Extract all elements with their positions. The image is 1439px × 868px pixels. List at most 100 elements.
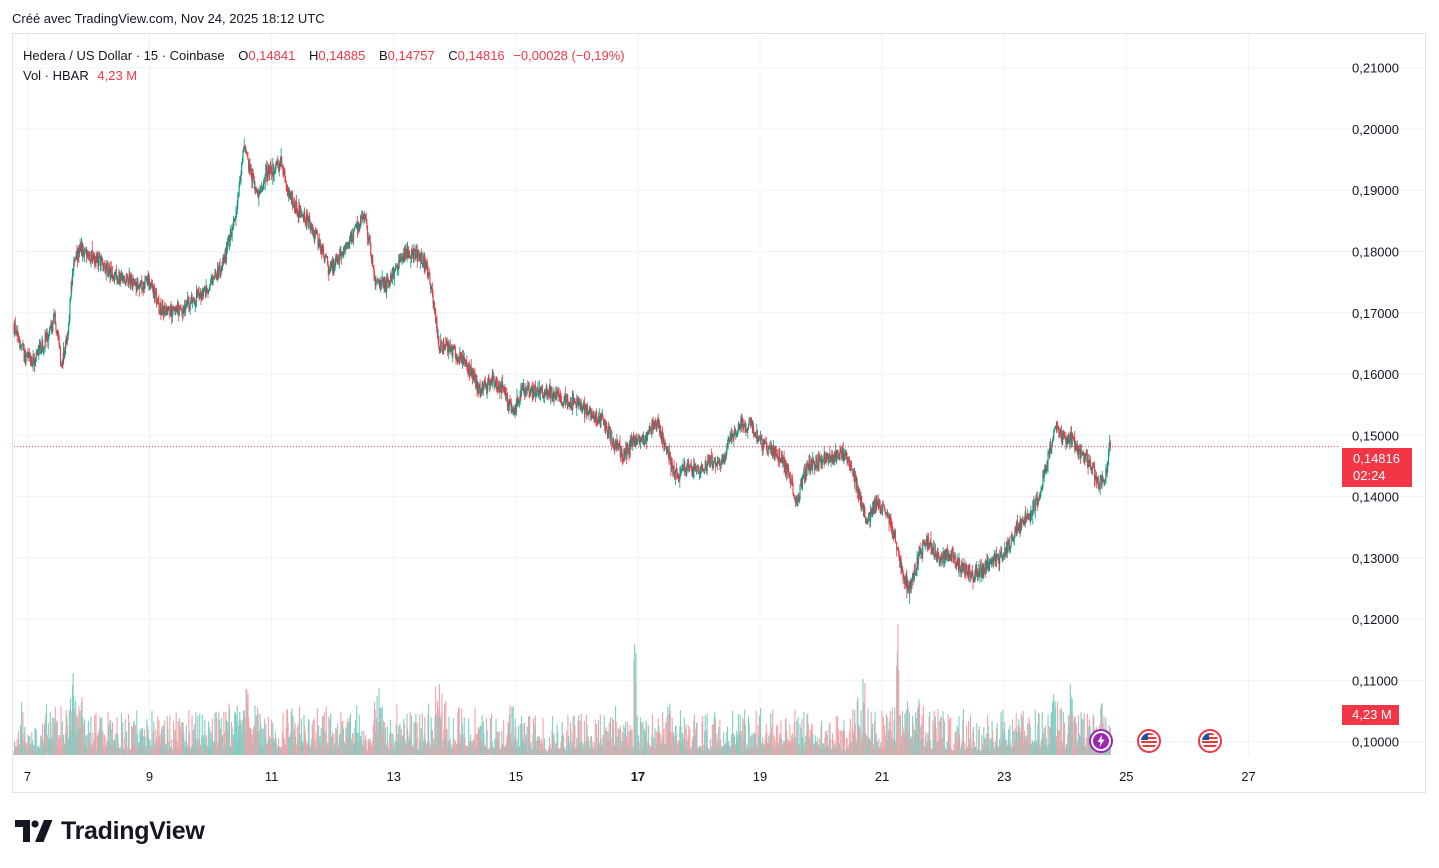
volume-bar <box>882 749 884 755</box>
volume-bar <box>429 745 431 755</box>
candle-body <box>734 429 736 433</box>
candle-body <box>730 429 732 440</box>
candle-body <box>353 229 355 231</box>
candle-body <box>349 234 351 236</box>
volume-bar <box>695 723 697 755</box>
candle-body <box>42 348 44 351</box>
candle-body <box>52 323 54 331</box>
candle-body <box>576 398 578 401</box>
candle-body <box>1022 521 1024 523</box>
candle-body <box>585 404 587 410</box>
volume-bar <box>446 729 448 755</box>
volume-bar <box>334 745 336 755</box>
candle-body <box>667 449 669 452</box>
volume-bar <box>502 744 504 755</box>
volume-bar <box>584 741 586 755</box>
volume-bar <box>503 720 505 755</box>
candle-body <box>938 552 940 559</box>
candle-body <box>952 552 954 553</box>
candle-body <box>68 315 70 324</box>
volume-bar <box>1042 737 1044 755</box>
volume-bar <box>302 744 304 755</box>
volume-bar <box>1048 744 1050 755</box>
candle-body <box>576 398 578 409</box>
volume-bar <box>73 695 75 755</box>
volume-bar <box>560 742 562 755</box>
volume-bar <box>798 744 800 755</box>
volume-bar <box>712 724 714 755</box>
candle-body <box>129 276 131 283</box>
volume-bar <box>340 741 343 755</box>
volume-bar <box>1076 723 1078 755</box>
volume-bar <box>447 741 449 755</box>
volume-bar <box>393 743 395 755</box>
volume-bar <box>550 748 552 755</box>
candle-body <box>842 448 844 455</box>
candle-body <box>593 412 595 420</box>
volume-bar <box>253 726 255 755</box>
candle-body <box>135 285 137 290</box>
volume-bar <box>943 721 945 755</box>
candle-body <box>838 455 840 460</box>
candle-body <box>943 552 945 563</box>
volume-bar <box>98 728 100 755</box>
volume-bar <box>623 738 626 755</box>
candle-body <box>1020 524 1022 530</box>
volume-bar <box>39 750 41 755</box>
volume-bar <box>843 720 845 755</box>
candle-body <box>440 342 442 343</box>
candle-body <box>695 465 697 470</box>
candle-body <box>86 252 88 257</box>
candle-body <box>564 395 566 397</box>
candle-body <box>272 164 275 175</box>
volume-bar <box>152 731 154 755</box>
candle-body <box>1002 555 1004 560</box>
volume-bar <box>691 739 694 755</box>
candle-body <box>603 420 605 426</box>
volume-bar <box>725 743 727 755</box>
volume-bar <box>671 742 673 755</box>
volume-bar <box>921 715 923 755</box>
volume-bar <box>735 730 737 755</box>
volume-bar <box>471 741 473 755</box>
candle-body <box>118 271 120 282</box>
volume-bar <box>436 749 438 755</box>
volume-bar <box>244 717 246 755</box>
candle-body <box>405 248 407 258</box>
volume-bar <box>351 733 353 755</box>
volume-bar <box>987 715 989 755</box>
candle-body <box>183 306 185 312</box>
volume-bar <box>71 711 73 755</box>
candle-body <box>456 357 458 360</box>
volume-bar <box>220 728 222 755</box>
candle-body <box>222 265 224 269</box>
volume-bar <box>239 712 241 755</box>
volume-bar <box>653 748 655 755</box>
volume-bar <box>1084 745 1086 755</box>
volume-bar <box>1058 730 1060 755</box>
volume-bar <box>773 735 775 755</box>
candle-body <box>625 448 627 455</box>
volume-bar <box>594 719 596 755</box>
candle-body <box>386 279 388 282</box>
volume-bar <box>732 733 734 755</box>
candle-body <box>133 280 135 285</box>
candle-body <box>243 145 245 149</box>
volume-bar <box>356 705 358 755</box>
candle-body <box>723 455 725 460</box>
candle-body <box>619 444 621 452</box>
volume-bar <box>531 749 533 755</box>
candle-body <box>669 452 671 463</box>
candle-body <box>628 453 630 455</box>
candle-body <box>689 466 691 468</box>
candle-body <box>228 239 230 242</box>
candle-body <box>662 437 664 442</box>
volume-bar <box>250 729 252 755</box>
candle-body <box>424 261 426 269</box>
candle-body <box>659 429 661 434</box>
candle-body <box>882 503 884 513</box>
candle-body <box>817 458 820 468</box>
candle-body <box>155 290 157 292</box>
candle-body <box>756 429 758 439</box>
